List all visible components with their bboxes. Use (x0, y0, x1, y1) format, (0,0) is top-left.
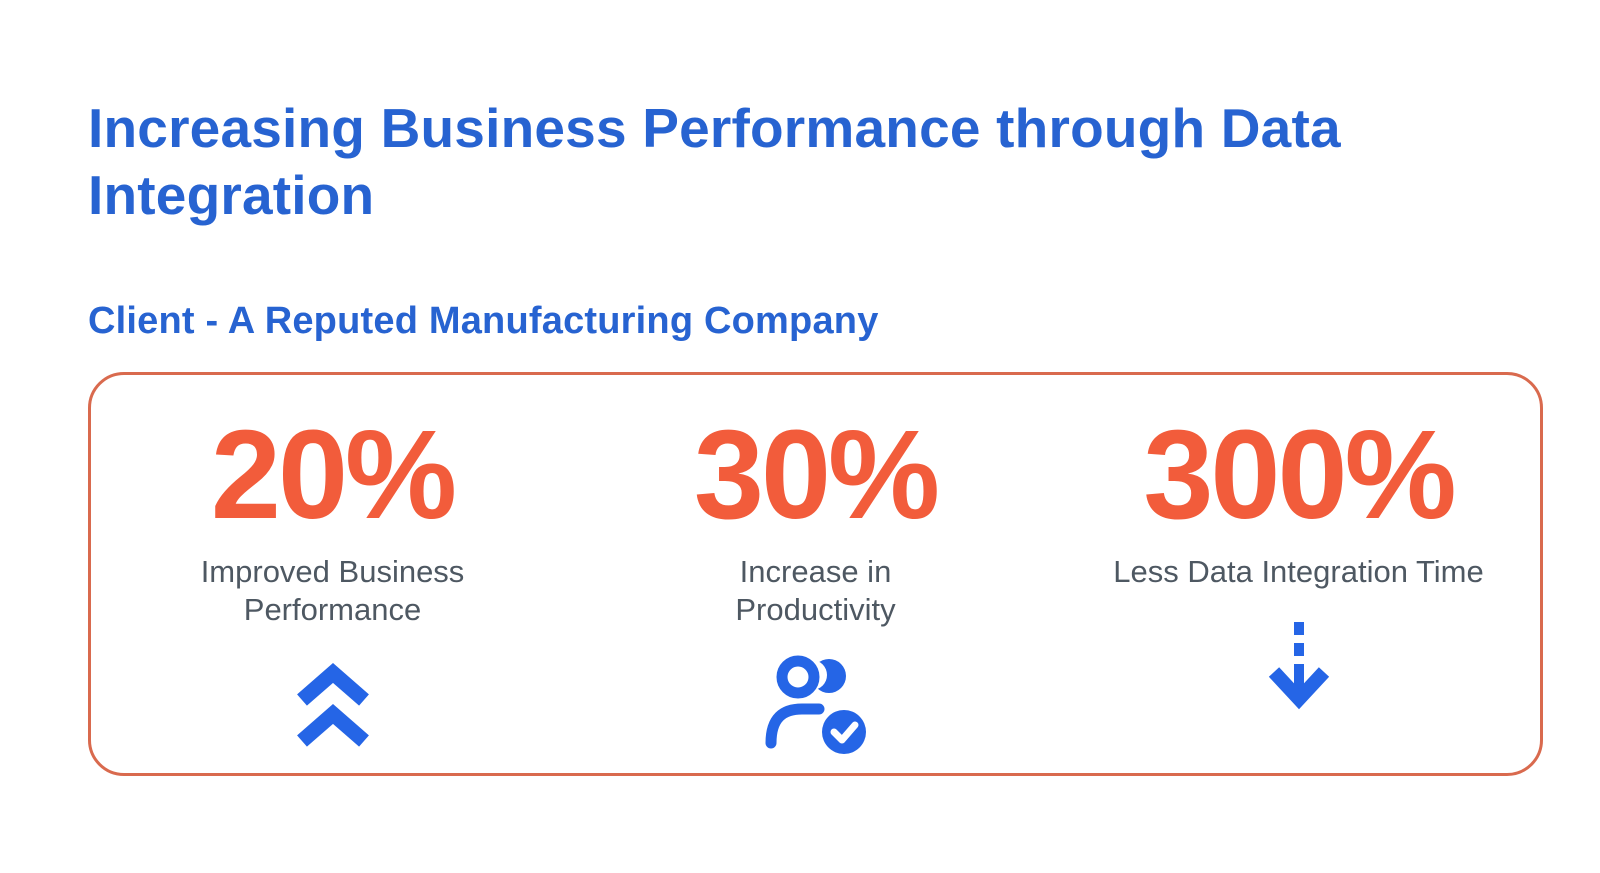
stat-label: Less Data Integration Time (1113, 553, 1484, 589)
stat-value: 30% (693, 404, 940, 545)
stats-panel: 20% Improved Business Performance 30% In… (88, 372, 1543, 776)
dashed-arrow-down-icon (1266, 611, 1332, 723)
stat-increase-in-productivity: 30% Increase in Productivity (574, 404, 1057, 760)
user-check-icon (756, 648, 876, 760)
double-chevron-up-icon (293, 648, 373, 760)
stat-less-data-integration-time: 300% Less Data Integration Time (1057, 404, 1540, 723)
stat-label: Improved Business Performance (200, 553, 465, 627)
page-title: Increasing Business Performance through … (88, 96, 1341, 226)
stat-label: Increase in Productivity (735, 553, 896, 627)
client-subtitle: Client - A Reputed Manufacturing Company (88, 299, 879, 342)
stat-value: 300% (1143, 404, 1456, 545)
stat-improved-business-performance: 20% Improved Business Performance (91, 404, 574, 760)
stat-value: 20% (210, 404, 457, 545)
